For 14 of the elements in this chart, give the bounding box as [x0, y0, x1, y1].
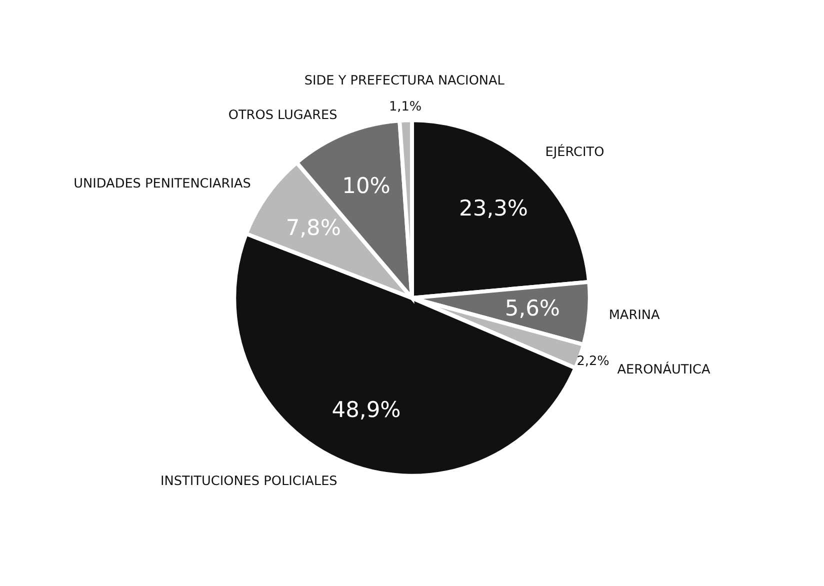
data-label: 2,2% [576, 354, 610, 369]
data-label: 1,1% [389, 99, 422, 114]
slice-label: EJÉRCITO [545, 144, 604, 160]
data-label: 23,3% [459, 196, 528, 222]
data-label: 5,6% [504, 296, 560, 322]
data-label: 48,9% [332, 398, 401, 423]
slice-label: UNIDADES PENITENCIARIAS [74, 176, 251, 192]
data-label: 10% [342, 174, 390, 199]
slice-label: MARINA [608, 308, 660, 324]
slice-label: AERONÁUTICA [617, 361, 710, 378]
slice-label: SIDE Y PREFECTURA NACIONAL [304, 74, 506, 89]
slice-label: INSTITUCIONES POLICIALES [160, 474, 338, 489]
slice-label: OTROS LUGARES [228, 108, 338, 124]
data-label: 7,8% [286, 216, 342, 241]
